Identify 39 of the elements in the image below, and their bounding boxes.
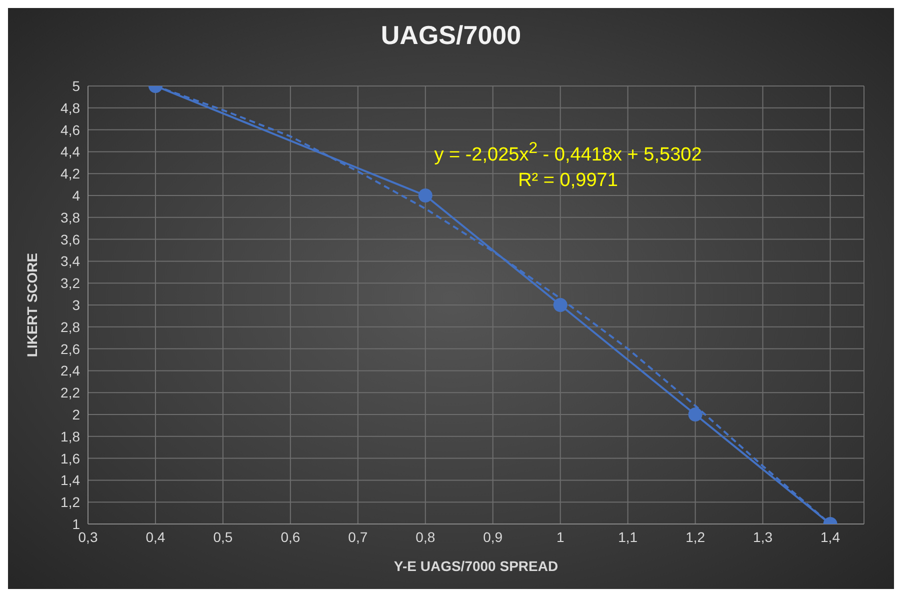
x-tick-label: 1,2 (686, 528, 706, 545)
y-tick-label: 2,4 (60, 362, 80, 379)
y-tick-label: 1 (72, 516, 80, 532)
y-tick-label: 3 (72, 296, 80, 313)
x-axis-title: Y-E UAGS/7000 SPREAD (394, 558, 558, 574)
y-tick-label: 2,2 (60, 384, 80, 401)
x-tick-label: 0,5 (213, 528, 233, 545)
x-tick-label: 0,8 (416, 528, 436, 545)
y-tick-label: 5 (72, 78, 80, 94)
y-tick-label: 2 (72, 406, 80, 422)
x-tick-label: 1,1 (618, 528, 638, 545)
y-tick-label: 1,2 (60, 494, 80, 510)
chart-title: UAGS/7000 (380, 20, 522, 51)
x-tick-label: 1,4 (820, 528, 840, 545)
y-tick-label: 4,8 (60, 100, 80, 116)
annotation: R² = 0,9971 (517, 169, 619, 194)
x-tick-label: 1,3 (753, 528, 773, 545)
y-tick-label: 3,8 (60, 209, 80, 226)
x-tick-label: 1 (556, 528, 564, 545)
y-tick-label: 4,6 (60, 122, 80, 138)
x-tick-label: 0,9 (483, 528, 503, 545)
y-tick-label: 3,2 (60, 275, 80, 292)
x-tick-label: 0,6 (280, 528, 300, 545)
x-tick-label: 0,4 (146, 528, 166, 545)
annotation: y = -2,025x$^{2}$ - 0,4418x + 5,5302 (433, 139, 703, 168)
y-tick-label: 4 (72, 187, 80, 204)
y-axis-title: LIKERT SCORE (24, 252, 40, 358)
y-tick-label: 1,4 (60, 472, 80, 488)
point (553, 298, 568, 312)
y-tick-label: 2,8 (60, 318, 80, 335)
y-tick-label: 1,8 (60, 428, 80, 444)
y-tick-label: 3,4 (60, 253, 80, 270)
x-tick-label: 0,3 (78, 528, 98, 545)
y-tick-label: 3,6 (60, 231, 80, 248)
y-tick-label: 2,6 (60, 340, 80, 357)
y-tick-label: 4,4 (60, 144, 80, 160)
y-tick-label: 4,2 (60, 166, 80, 182)
y-tick-label: 1,6 (60, 450, 80, 466)
x-tick-label: 0,7 (348, 528, 368, 545)
